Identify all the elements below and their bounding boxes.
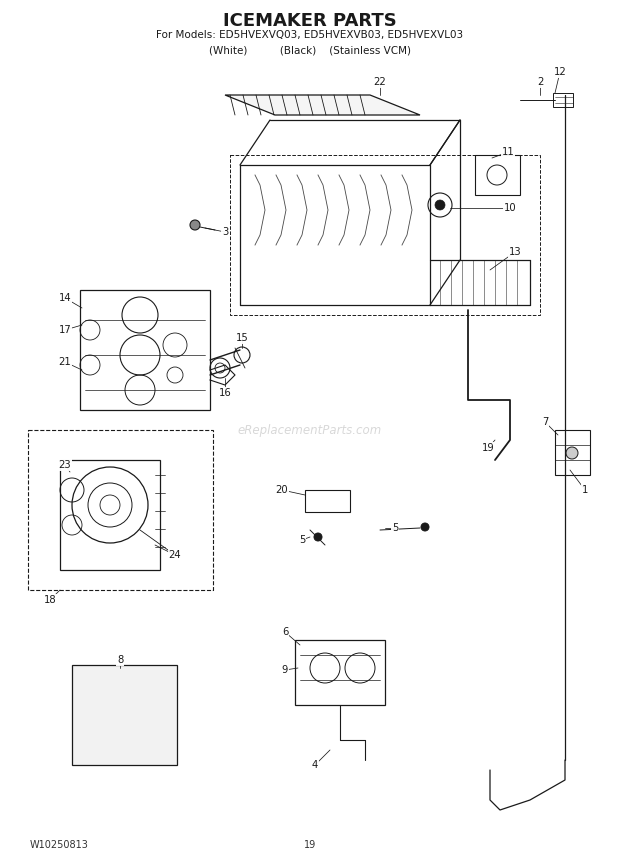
Bar <box>60 460 160 570</box>
Text: 8: 8 <box>117 655 123 665</box>
Text: 14: 14 <box>59 293 71 303</box>
Circle shape <box>314 533 322 541</box>
Text: 23: 23 <box>59 460 71 470</box>
Text: 19: 19 <box>304 840 316 850</box>
Text: 24: 24 <box>169 550 181 560</box>
Text: 6: 6 <box>282 627 288 637</box>
Text: 2: 2 <box>537 77 543 87</box>
Text: 13: 13 <box>508 247 521 257</box>
Text: 7: 7 <box>542 417 548 427</box>
Text: 9: 9 <box>282 665 288 675</box>
Circle shape <box>566 447 578 459</box>
Text: 5: 5 <box>392 523 398 533</box>
Text: 1: 1 <box>582 485 588 495</box>
Bar <box>72 665 177 765</box>
Bar <box>555 430 590 475</box>
Bar <box>230 155 540 315</box>
Bar <box>28 430 213 590</box>
Bar <box>295 640 385 705</box>
Text: 3: 3 <box>222 227 228 237</box>
Text: W10250813: W10250813 <box>30 840 89 850</box>
Text: 15: 15 <box>236 333 249 343</box>
Text: 12: 12 <box>554 67 567 77</box>
Bar <box>80 290 210 410</box>
Text: 17: 17 <box>59 325 71 335</box>
Text: eReplacementParts.com: eReplacementParts.com <box>238 424 382 437</box>
Bar <box>475 155 520 195</box>
Text: 18: 18 <box>43 595 56 605</box>
Text: 16: 16 <box>219 388 231 398</box>
Circle shape <box>421 523 429 531</box>
Text: 4: 4 <box>312 760 318 770</box>
Text: 11: 11 <box>502 147 515 157</box>
Bar <box>553 93 573 107</box>
Circle shape <box>435 200 445 210</box>
Circle shape <box>190 220 200 230</box>
Text: 20: 20 <box>276 485 288 495</box>
Text: For Models: ED5HVEXVQ03, ED5HVEXVB03, ED5HVEXVL03: For Models: ED5HVEXVQ03, ED5HVEXVB03, ED… <box>156 30 464 40</box>
Text: 5: 5 <box>299 535 305 545</box>
Text: (White)          (Black)    (Stainless VCM): (White) (Black) (Stainless VCM) <box>209 45 411 55</box>
Text: 21: 21 <box>59 357 71 367</box>
Polygon shape <box>225 95 420 115</box>
Text: 10: 10 <box>503 203 516 213</box>
Text: ICEMAKER PARTS: ICEMAKER PARTS <box>223 12 397 30</box>
Bar <box>305 490 350 512</box>
Text: 22: 22 <box>374 77 386 87</box>
Text: 19: 19 <box>482 443 494 453</box>
